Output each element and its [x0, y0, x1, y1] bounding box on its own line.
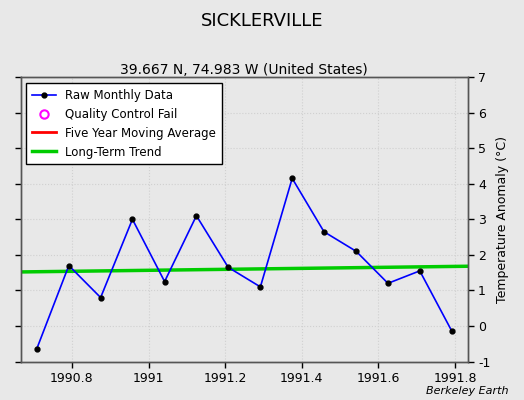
- Raw Monthly Data: [449, 329, 455, 334]
- Text: Berkeley Earth: Berkeley Earth: [426, 386, 508, 396]
- Raw Monthly Data: [34, 347, 40, 352]
- Raw Monthly Data: [385, 281, 391, 286]
- Legend: Raw Monthly Data, Quality Control Fail, Five Year Moving Average, Long-Term Tren: Raw Monthly Data, Quality Control Fail, …: [26, 83, 222, 164]
- Line: Raw Monthly Data: Raw Monthly Data: [34, 176, 454, 352]
- Raw Monthly Data: [321, 229, 327, 234]
- Text: SICKLERVILLE: SICKLERVILLE: [201, 12, 323, 30]
- Raw Monthly Data: [417, 268, 423, 273]
- Raw Monthly Data: [225, 265, 232, 270]
- Raw Monthly Data: [161, 279, 168, 284]
- Raw Monthly Data: [66, 263, 72, 268]
- Raw Monthly Data: [289, 176, 296, 181]
- Raw Monthly Data: [353, 249, 359, 254]
- Raw Monthly Data: [193, 213, 200, 218]
- Raw Monthly Data: [257, 284, 264, 289]
- Raw Monthly Data: [97, 295, 104, 300]
- Y-axis label: Temperature Anomaly (°C): Temperature Anomaly (°C): [496, 136, 509, 303]
- Raw Monthly Data: [129, 217, 136, 222]
- Title: 39.667 N, 74.983 W (United States): 39.667 N, 74.983 W (United States): [120, 63, 368, 77]
